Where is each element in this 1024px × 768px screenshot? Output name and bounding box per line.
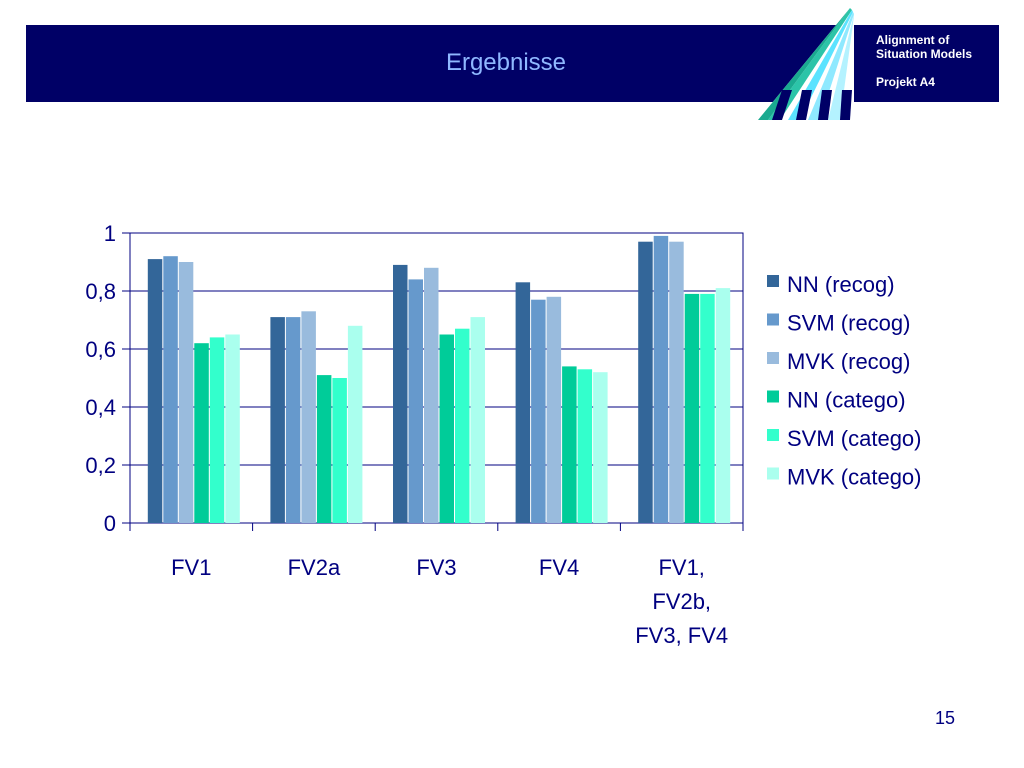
y-tick-label: 0,6: [85, 337, 116, 362]
x-tick-label: FV3: [416, 555, 456, 580]
bar: [225, 334, 240, 523]
bar: [700, 293, 715, 523]
bar: [270, 317, 285, 523]
bar: [684, 293, 700, 523]
bar: [562, 366, 577, 523]
bar: [332, 378, 347, 523]
legend-label: MVK (catego): [787, 465, 922, 490]
x-tick-label: FV2b,: [652, 589, 711, 614]
x-tick-label: FV1: [171, 555, 211, 580]
logo-icon: [758, 8, 854, 120]
bar: [455, 328, 470, 523]
bar: [424, 267, 439, 523]
legend-swatch: [767, 429, 779, 441]
legend-label: MVK (recog): [787, 349, 910, 374]
y-tick-label: 0: [104, 511, 116, 536]
legend-label: SVM (catego): [787, 426, 922, 451]
bar: [531, 299, 546, 523]
bar: [546, 296, 562, 523]
legend-label: SVM (recog): [787, 311, 910, 336]
bar: [638, 241, 653, 523]
bar: [301, 311, 316, 523]
legend-swatch: [767, 352, 779, 364]
bar: [285, 317, 301, 523]
x-tick-label: FV4: [539, 555, 579, 580]
x-tick-label: FV2a: [288, 555, 341, 580]
brand-text: Alignment of Situation Models Projekt A4: [876, 33, 1006, 89]
y-tick-label: 0,4: [85, 395, 116, 420]
y-tick-label: 0,2: [85, 453, 116, 478]
y-tick-label: 0,8: [85, 279, 116, 304]
brand-line2: Situation Models: [876, 47, 972, 61]
bar: [209, 337, 225, 523]
bar: [669, 241, 684, 523]
bar: [163, 256, 178, 523]
legend-swatch: [767, 275, 779, 287]
bar: [715, 288, 731, 523]
legend-swatch: [767, 467, 779, 480]
bar: [470, 317, 485, 523]
brand-line1: Alignment of: [876, 33, 950, 47]
bar: [653, 235, 669, 523]
project-label: Projekt A4: [876, 75, 935, 89]
legend-swatch: [767, 313, 779, 326]
legend-swatch: [767, 390, 779, 403]
bar: [147, 259, 163, 523]
bar: [347, 325, 363, 523]
bar: [408, 279, 423, 523]
legend-label: NN (recog): [787, 272, 895, 297]
bar: [593, 372, 608, 523]
y-tick-label: 1: [104, 221, 116, 246]
bar: [194, 343, 209, 523]
bar: [178, 262, 194, 523]
bar: [316, 375, 332, 523]
x-tick-label: FV1,: [658, 555, 704, 580]
bar: [515, 282, 531, 523]
x-tick-label: FV3, FV4: [635, 623, 728, 648]
bar: [393, 264, 408, 523]
page-number: 15: [935, 708, 956, 728]
legend-label: NN (catego): [787, 388, 906, 413]
bar: [439, 334, 454, 523]
bar: [577, 369, 593, 523]
page-title: Ergebnisse: [445, 49, 567, 76]
